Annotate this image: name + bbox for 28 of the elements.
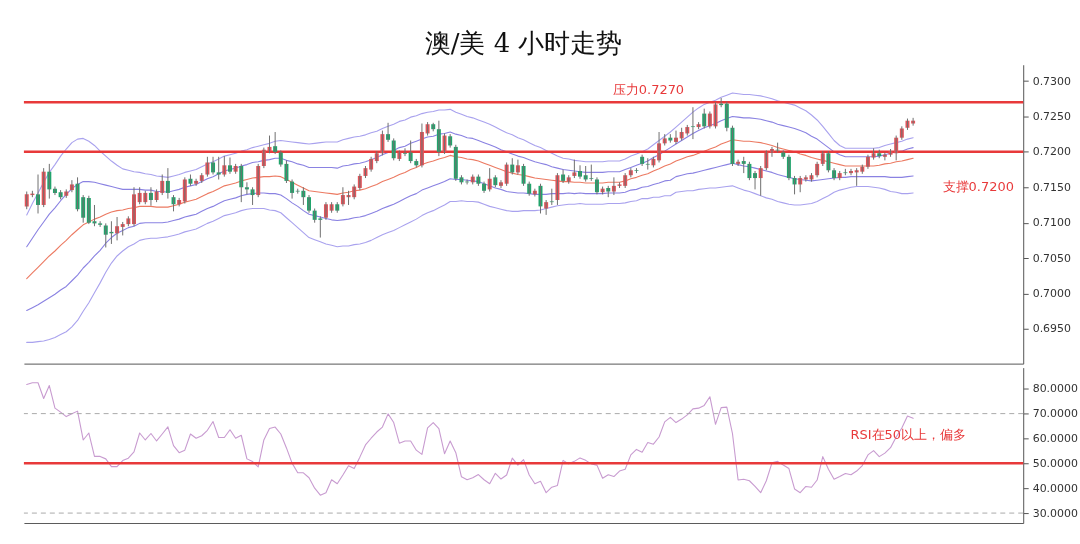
ref-line-label: 压力0.7270 [612,82,685,98]
candlestick [216,156,221,180]
line-series [26,115,914,248]
line-series [26,382,914,496]
y-tick-label: 0.7100 [1032,216,1071,230]
chart-title: 澳/美 4 小时走势 [424,27,623,58]
y-tick-label: 80.0000 [1032,382,1078,396]
y-tick-label: 0.7050 [1032,251,1071,265]
y-tick-label: 0.7250 [1032,109,1071,123]
y-tick-label: 50.0000 [1032,456,1078,470]
candlestick [645,157,650,171]
line-series [26,185,914,343]
y-tick-label: 0.6950 [1032,322,1071,336]
candlestick [843,168,848,176]
y-tick-label: 0.7200 [1032,145,1071,159]
candlestick [549,188,554,206]
y-tick-label: 0.7300 [1032,74,1071,88]
y-tick-label: 40.0000 [1032,481,1078,495]
y-tick-label: 0.7000 [1032,286,1071,300]
y-tick-label: 60.0000 [1032,431,1078,445]
line-series [26,139,914,280]
ref-line-label: RSI在50以上，偏多 [850,427,967,443]
candlestick [634,167,639,174]
line-series [26,162,914,312]
y-tick-label: 0.7150 [1032,180,1071,194]
ref-line-label: 支撑0.7200 [942,178,1014,194]
y-tick-label: 70.0000 [1032,407,1078,421]
y-tick-label: 30.0000 [1032,506,1078,520]
